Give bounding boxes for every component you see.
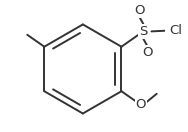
Text: O: O xyxy=(142,46,152,59)
Text: Cl: Cl xyxy=(169,24,182,37)
Text: O: O xyxy=(136,98,146,111)
Text: O: O xyxy=(134,4,145,17)
Text: S: S xyxy=(139,25,148,38)
